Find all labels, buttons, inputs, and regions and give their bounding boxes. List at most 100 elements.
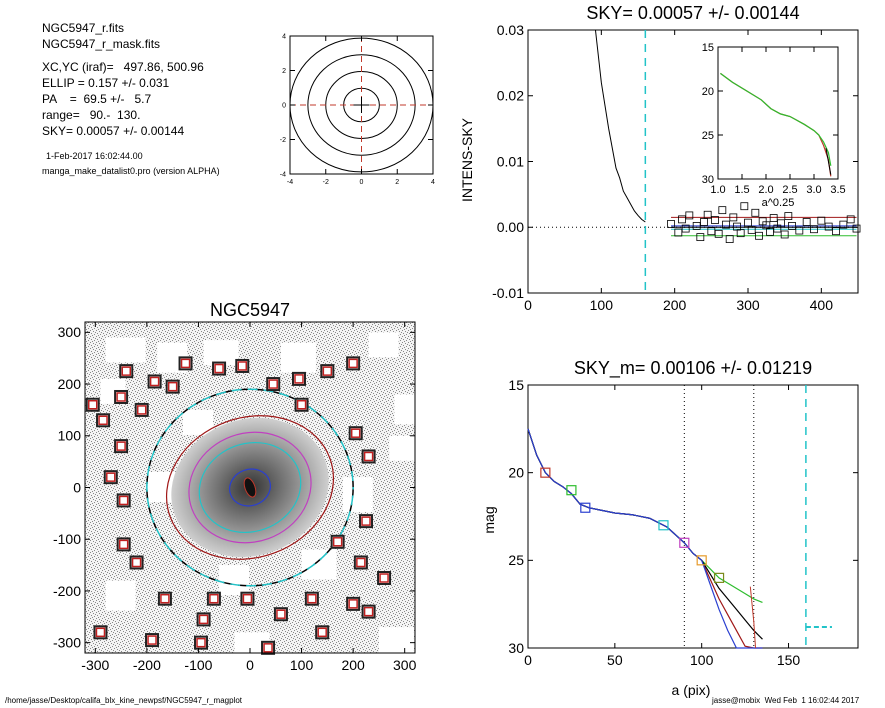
mask-box-inner [332,537,343,547]
mask-box [266,377,281,392]
mask-box [96,413,111,428]
mask-patch [378,627,414,663]
sky-y-label: 0.01 [497,153,524,169]
sky-inset-panel: a^0.25 1.0 1.5 2.0 2.5 3.0 3.5 15 20 25 30 [702,42,846,209]
galaxy-x-label: -300 [81,657,109,673]
mask-box [103,470,118,485]
mask-box [240,591,255,606]
mag-x-label: 150 [777,652,801,668]
sky-profile-panel: SKY= 0.00057 +/- 0.00144 INTENS-SKY 0 100… [459,3,861,313]
mask-box-inner [276,609,286,619]
info-sky: SKY= 0.00057 +/- 0.00144 [42,124,185,138]
galaxy-x-label: 100 [290,657,314,673]
mag-marker [696,555,707,566]
mask-box [147,374,162,389]
galaxy-nucleus [243,477,257,498]
mask-box-inner [322,366,333,376]
sky-point [685,211,694,220]
galaxy-x-label: 300 [393,657,417,673]
sky-x-label: 100 [590,297,614,313]
sky-point [674,228,683,237]
sky-point [696,233,705,242]
mag-frame [527,384,859,649]
sketch-x-label: 2 [395,179,399,186]
mask-box-inner [131,557,142,568]
mask-box [330,534,345,549]
sky-point [802,218,811,226]
mask-box [119,364,134,379]
mask-box-inner [149,376,160,387]
mask-box [315,625,330,640]
sky-point [700,218,708,226]
sky-x-label: 0 [524,297,532,313]
mag-y-label: 20 [508,465,524,481]
mask-box [235,358,250,373]
sky-point [824,222,833,231]
mask-box-inner [116,441,126,451]
galaxy-ellipse-inner [229,468,271,507]
sky-point [839,220,848,229]
mag-title: SKY_m= 0.00106 +/- 0.01219 [574,358,812,379]
galaxy-ellipse-cyan [198,441,302,534]
galaxy-y-label: 300 [58,324,82,340]
mask-box [194,635,209,650]
mask-patch [105,337,146,363]
mask-box [361,604,376,619]
galaxy-y-label: 100 [58,428,82,444]
inset-x-label: 2.0 [758,184,773,196]
mag-x-label: 0 [524,652,532,668]
sky-y-label: 0.02 [497,88,524,104]
mask-box-inner [147,635,157,645]
mask-box [273,607,288,622]
galaxy-ellipse-purple [188,431,312,544]
sky-point [725,235,734,243]
mask-box [116,493,131,508]
mask-box-inner [214,363,224,374]
mask-box [206,591,221,606]
footer-user: jasse@mobix Wed Feb 1 16:02:44 2017 [712,696,860,705]
mask-box-inner [98,415,108,426]
sky-point [795,226,804,235]
sky-point [729,213,738,222]
sky-profile-line [594,29,646,223]
mask-box [145,633,160,648]
sketch-y-label: 0 [282,102,286,109]
mask-box [361,449,376,464]
sketch-x-label: 0 [360,179,364,186]
mask-patch [301,549,337,580]
mask-box [348,426,363,441]
mask-box-inner [118,495,129,506]
mag-marker [540,467,551,478]
sky-point [788,222,796,230]
mask-box-inner [361,516,371,526]
sketch-y-label: 2 [282,68,286,75]
inset-y-label: 30 [702,174,714,186]
galaxy-title: NGC5947 [210,300,290,320]
mask-box-inner [116,392,126,402]
mask-box [291,371,306,386]
mask-box-inner [180,358,191,369]
mask-patch [342,477,373,513]
mask-patch [219,565,250,596]
mask-box-inner [350,428,361,438]
mask-patch [389,435,420,461]
sky-point [744,218,752,227]
mask-box [212,361,227,376]
mask-box-inner [379,573,389,583]
mag-profile-line [527,428,763,649]
footer-path: /home/jasse/Desktop/califa_blx_kine_newp… [5,696,243,705]
mask-box [304,591,319,606]
sky-point [703,210,712,219]
mask-box-inner [268,379,278,389]
mask-patch [105,580,136,611]
sketch-x-label: -2 [323,179,329,186]
mask-box-inner [196,637,206,648]
galaxy-x-label: -200 [133,657,161,673]
sky-point [769,214,778,222]
mask-box [157,591,172,606]
sketch-x-label: 4 [431,179,435,186]
inset-x-label: 3.5 [830,184,845,196]
ellipse-sketch-panel: -4 -2 0 2 4 -4 -2 0 2 4 [280,33,435,186]
sky-point [777,219,785,228]
sky-point [747,225,756,234]
